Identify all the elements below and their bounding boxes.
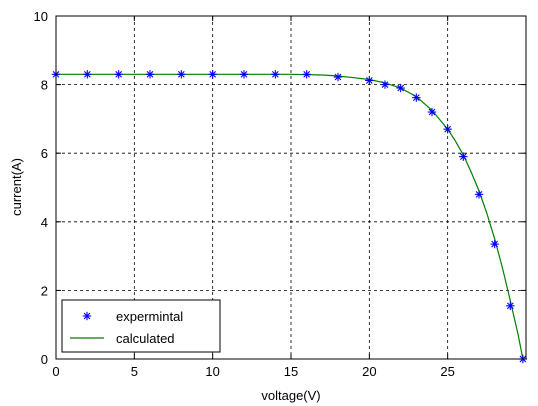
y-tick-label: 8 <box>41 78 48 93</box>
data-point-expermintal <box>208 70 217 79</box>
legend-label-expermintal: expermintal <box>116 309 183 324</box>
legend-asterisk-icon <box>82 311 92 321</box>
grid-lines <box>56 16 526 359</box>
y-tick-label: 0 <box>41 352 48 367</box>
y-tick-label: 6 <box>41 146 48 161</box>
x-tick-label: 5 <box>131 364 138 379</box>
data-point-expermintal <box>506 301 515 311</box>
data-point-expermintal <box>427 107 437 117</box>
x-tick-label: 10 <box>205 364 219 379</box>
data-point-expermintal <box>396 83 405 93</box>
legend-box <box>61 299 221 353</box>
data-point-expermintal <box>177 70 186 79</box>
data-point-expermintal <box>412 93 421 102</box>
legend-label-calculated: calculated <box>116 331 175 346</box>
data-point-expermintal <box>333 72 343 82</box>
x-axis-label: voltage(V) <box>261 388 320 403</box>
data-point-expermintal <box>302 70 311 79</box>
axis-ticks: 0 5 10 15 20 25 0 2 4 6 8 10 <box>34 9 526 379</box>
x-tick-label: 20 <box>362 364 376 379</box>
data-point-expermintal <box>490 239 499 249</box>
data-point-expermintal <box>83 70 92 79</box>
y-tick-label: 10 <box>34 9 48 24</box>
data-point-expermintal <box>114 70 123 79</box>
legend: expermintal calculated <box>61 299 221 353</box>
data-point-expermintal <box>443 124 452 134</box>
legend-marker-expermintal <box>82 311 92 321</box>
data-point-expermintal <box>365 76 374 85</box>
data-point-expermintal <box>145 70 155 79</box>
x-tick-label: 15 <box>284 364 298 379</box>
y-tick-label: 2 <box>41 283 48 298</box>
data-point-expermintal <box>459 152 468 161</box>
x-tick-label: 0 <box>52 364 59 379</box>
y-axis-label: current(A) <box>9 158 24 216</box>
series-layer <box>51 70 528 364</box>
data-point-expermintal <box>271 70 280 79</box>
data-point-expermintal <box>239 70 249 79</box>
x-tick-label: 25 <box>440 364 454 379</box>
y-tick-label: 4 <box>41 215 48 230</box>
data-point-expermintal <box>474 190 484 199</box>
data-point-expermintal <box>380 80 390 89</box>
